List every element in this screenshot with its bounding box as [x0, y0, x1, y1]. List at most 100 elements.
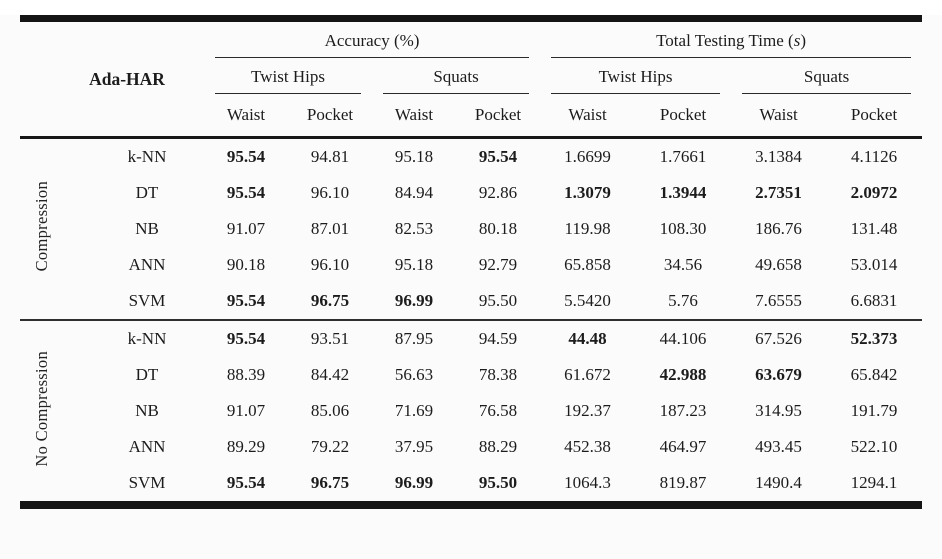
- value-cell: 5.76: [668, 291, 698, 310]
- value-cell: 80.18: [478, 219, 518, 238]
- page-root: Ada-HAR Accuracy (%) Total Testing Time …: [0, 15, 942, 559]
- activity-header-row: Twist Hips Squats Twist Hips Squats: [20, 58, 922, 94]
- value-cell: 87.95: [372, 319, 456, 357]
- value-cell: 1.3079: [564, 183, 611, 202]
- value-cell: 95.54: [478, 147, 518, 166]
- value-cell: 90.18: [226, 255, 266, 274]
- value-cell: 95.18: [394, 255, 434, 274]
- table-row: ANN 89.29 79.22 37.95 88.29 452.38 464.9…: [20, 429, 922, 465]
- value-cell: 96.99: [394, 291, 434, 310]
- value-cell: 91.07: [226, 401, 266, 420]
- value-cell: 34.56: [663, 255, 703, 274]
- value-cell: 95.54: [226, 183, 266, 202]
- table-row: No Compression k-NN 95.54 93.51 87.95 94…: [20, 319, 923, 505]
- value-cell: 95.50: [478, 473, 518, 492]
- value-cell: 819.87: [659, 473, 707, 492]
- table-row: SVM 95.54 96.75 96.99 95.50 5.5420 5.76 …: [20, 283, 922, 320]
- value-cell: 56.63: [394, 365, 434, 384]
- table-row: ANN 90.18 96.10 95.18 92.79 65.858 34.56…: [20, 247, 922, 283]
- value-cell: 1294.1: [850, 473, 898, 492]
- method-cell: NB: [135, 219, 159, 238]
- value-cell: 61.672: [564, 365, 611, 384]
- table-row: SVM 95.54 96.75 96.99 95.50 1064.3 819.8…: [20, 465, 922, 505]
- value-cell: 2.0972: [850, 183, 898, 202]
- value-cell: 464.97: [659, 437, 707, 456]
- accuracy-header-label: Accuracy (%): [215, 22, 530, 58]
- value-cell: 53.014: [850, 255, 898, 274]
- value-cell: 49.658: [755, 255, 802, 274]
- value-cell: 94.59: [456, 319, 541, 357]
- value-cell: 96.99: [394, 473, 434, 492]
- value-cell: 76.58: [478, 401, 518, 420]
- value-cell: 95.18: [394, 147, 434, 166]
- method-cell: ANN: [128, 255, 166, 274]
- value-cell: 63.679: [755, 365, 802, 384]
- method-cell: k-NN: [64, 319, 204, 357]
- value-cell: 79.22: [310, 437, 350, 456]
- time-header-label: Total Testing Time (s): [551, 22, 912, 58]
- value-cell: 187.23: [659, 401, 707, 420]
- value-cell: 85.06: [310, 401, 350, 420]
- value-cell: 71.69: [394, 401, 434, 420]
- value-cell: 65.858: [564, 255, 611, 274]
- value-cell: 1.7661: [659, 147, 707, 166]
- value-cell: 314.95: [755, 401, 802, 420]
- value-cell: 1064.3: [564, 473, 611, 492]
- table-row: DT 88.39 84.42 56.63 78.38 61.672 42.988…: [20, 357, 922, 393]
- value-cell: 44.106: [635, 319, 732, 357]
- value-cell: 88.39: [226, 365, 266, 384]
- value-cell: 67.526: [731, 319, 827, 357]
- value-cell: 522.10: [850, 437, 898, 456]
- value-cell: 3.1384: [755, 147, 802, 166]
- activity-header: Twist Hips: [204, 58, 372, 94]
- method-cell: SVM: [128, 291, 166, 310]
- value-cell: 87.01: [310, 219, 350, 238]
- activity-header: Squats: [372, 58, 540, 94]
- time-unit-italic: s: [793, 31, 801, 50]
- activity-header: Twist Hips: [540, 58, 731, 94]
- value-cell: 452.38: [564, 437, 611, 456]
- group-label-compression: Compression: [20, 138, 64, 321]
- value-cell: 94.81: [310, 147, 350, 166]
- value-cell: 88.29: [478, 437, 518, 456]
- value-cell: 52.373: [826, 319, 923, 357]
- value-cell: 78.38: [478, 365, 518, 384]
- value-cell: 186.76: [755, 219, 802, 238]
- method-cell: ANN: [128, 437, 166, 456]
- method-cell: DT: [135, 365, 159, 384]
- value-cell: 7.6555: [755, 291, 802, 310]
- table-row: NB 91.07 85.06 71.69 76.58 192.37 187.23…: [20, 393, 922, 429]
- compression-group: Compression k-NN 95.54 94.81 95.18 95.54…: [20, 138, 922, 321]
- rotated-group-label: No Compression: [32, 350, 51, 467]
- value-cell: 1.6699: [564, 147, 611, 166]
- results-table: Ada-HAR Accuracy (%) Total Testing Time …: [20, 15, 923, 509]
- rotated-group-label: Compression: [32, 181, 51, 272]
- group-label-no-compression: No Compression: [20, 319, 64, 505]
- value-cell: 42.988: [659, 365, 707, 384]
- value-cell: 95.54: [226, 473, 266, 492]
- method-cell: SVM: [128, 473, 166, 492]
- no-compression-group: No Compression k-NN 95.54 93.51 87.95 94…: [20, 319, 923, 505]
- value-cell: 44.48: [540, 319, 636, 357]
- value-cell: 131.48: [850, 219, 898, 238]
- method-cell: k-NN: [127, 147, 167, 166]
- value-cell: 1.3944: [659, 183, 707, 202]
- metric-group-accuracy: Accuracy (%): [204, 19, 540, 58]
- placement-header: Pocket: [288, 94, 372, 139]
- placement-header: Waist: [204, 94, 288, 139]
- value-cell: 92.79: [478, 255, 518, 274]
- value-cell: 84.94: [394, 183, 434, 202]
- value-cell: 92.86: [478, 183, 518, 202]
- value-cell: 6.6831: [850, 291, 898, 310]
- value-cell: 95.54: [226, 291, 266, 310]
- corner-label: Ada-HAR: [20, 18, 204, 139]
- value-cell: 96.75: [310, 473, 350, 492]
- value-cell: 95.50: [478, 291, 518, 310]
- table-row: DT 95.54 96.10 84.94 92.86 1.3079 1.3944…: [20, 175, 922, 211]
- metric-group-header-row: Ada-HAR Accuracy (%) Total Testing Time …: [20, 18, 922, 139]
- table-row: Compression k-NN 95.54 94.81 95.18 95.54…: [20, 138, 922, 272]
- placement-header: Waist: [731, 94, 827, 139]
- value-cell: 1490.4: [755, 473, 802, 492]
- value-cell: 93.51: [288, 319, 372, 357]
- method-cell: NB: [135, 401, 159, 420]
